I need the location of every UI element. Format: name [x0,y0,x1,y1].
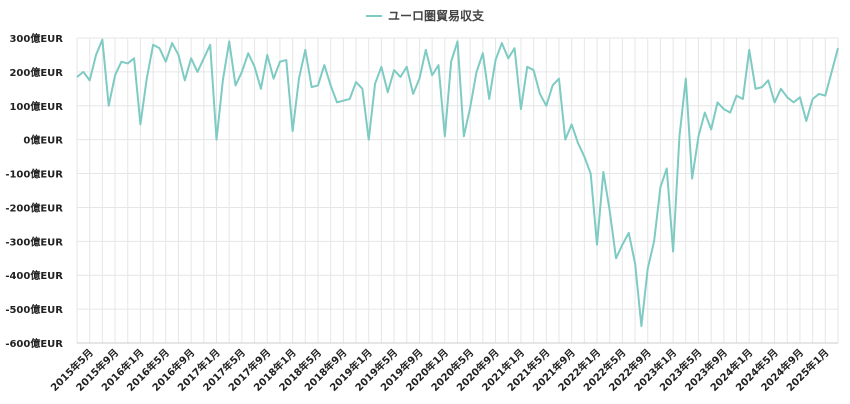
y-tick-label: -400億EUR [5,269,63,282]
series-layer [76,38,839,328]
y-axis: 300億EUR 200億EUR 100億EUR 0億EUR -100億EUR -200億E… [5,32,63,350]
chart-legend[interactable]: ユーロ圏貿易収支 [366,8,485,23]
x-axis: 2015年5月2015年9月2016年1月2016年5月2016年9月2017年… [48,342,838,394]
y-tick-label: -200億EUR [5,201,63,214]
legend-label: ユーロ圏貿易収支 [388,8,485,23]
y-tick-label: 0億EUR [23,134,63,147]
y-tick-label: 100億EUR [9,100,63,113]
y-tick-label: -600億EUR [5,337,63,350]
y-tick-label: -100億EUR [5,168,63,181]
y-tick-label: 200億EUR [9,66,63,79]
y-tick-label: -300億EUR [5,235,63,248]
y-tick-label: -500億EUR [5,303,63,316]
grid [76,37,839,344]
series-line-trade-balance[interactable] [76,38,839,328]
y-tick-label: 300億EUR [9,32,63,45]
